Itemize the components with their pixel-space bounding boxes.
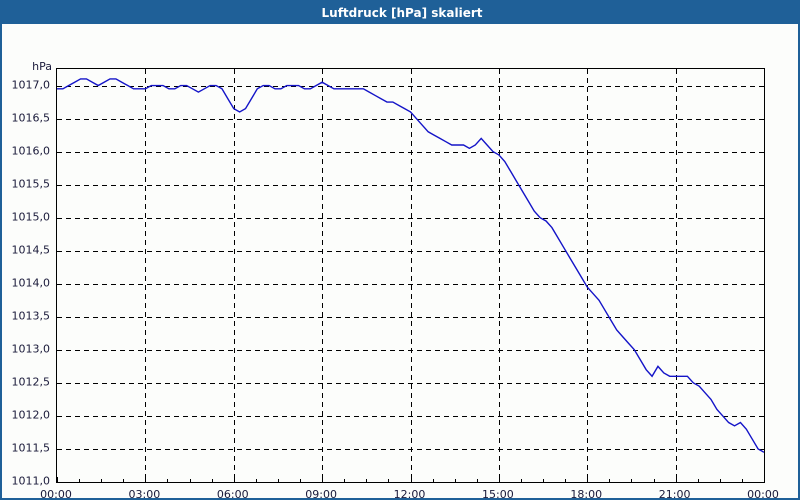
y-axis-tick-label: 1015,5 bbox=[11, 177, 51, 191]
y-axis-tick-label: 1016,5 bbox=[11, 111, 51, 125]
y-axis-tick-label: 1011,0 bbox=[11, 474, 51, 488]
y-axis-tick-label: 1015,0 bbox=[11, 210, 51, 224]
y-axis-tick-label: 1012,0 bbox=[11, 408, 51, 422]
x-axis-tick-label: 18:0017.05.15 bbox=[541, 488, 631, 500]
y-axis-tick-label: 1012,5 bbox=[11, 375, 51, 389]
x-axis-tick-time: 00:00 bbox=[40, 488, 72, 500]
y-axis-unit-label: hPa bbox=[32, 60, 52, 73]
plot-region bbox=[56, 68, 765, 483]
x-axis-tick-label: 12:0017.05.15 bbox=[365, 488, 455, 500]
x-axis-tick-time: 00:00 bbox=[747, 488, 779, 500]
y-axis-tick-label: 1017,0 bbox=[11, 78, 51, 92]
y-axis-tick-label: 1011,5 bbox=[11, 441, 51, 455]
x-axis-tick-time: 06:00 bbox=[216, 488, 249, 500]
chart-area: hPa 1017,0 1016,5 1016,0 1015,5 1015,0 1014,5… bbox=[2, 24, 798, 498]
x-axis-tick-label: 06:0017.05.15 bbox=[188, 488, 278, 500]
x-axis-tick-time: 03:00 bbox=[128, 488, 161, 500]
gridlines bbox=[57, 69, 764, 482]
chart-canvas bbox=[57, 69, 764, 482]
x-axis-tick-time: 09:00 bbox=[305, 488, 337, 500]
y-axis-tick-label: 1014,5 bbox=[11, 243, 51, 257]
y-axis-tick-label: 1013,0 bbox=[11, 342, 51, 356]
x-axis-tick-label: 00:0017.05.15 bbox=[11, 488, 101, 500]
x-axis-tick-time: 15:00 bbox=[482, 488, 514, 500]
axis-ticks bbox=[57, 86, 743, 482]
window-title-bar: Luftdruck [hPa] skaliert bbox=[2, 2, 798, 24]
x-axis-tick-label: 15:0017.05.15 bbox=[453, 488, 543, 500]
data-line-luftdruck bbox=[57, 78, 764, 453]
x-axis-tick-time: 12:00 bbox=[393, 488, 426, 500]
y-axis-tick-label: 1016,0 bbox=[11, 144, 51, 158]
x-axis-tick-time: 18:00 bbox=[570, 488, 603, 500]
y-axis-tick-label: 1014,0 bbox=[11, 276, 51, 290]
x-axis-tick-label: 03:0017.05.15 bbox=[99, 488, 189, 500]
y-axis-tick-label: 1013,5 bbox=[11, 309, 51, 323]
x-axis-tick-time: 21:00 bbox=[658, 488, 691, 500]
x-axis-tick-label: 09:0017.05.15 bbox=[276, 488, 366, 500]
x-axis-tick-label: 21:0017.05.15 bbox=[630, 488, 720, 500]
